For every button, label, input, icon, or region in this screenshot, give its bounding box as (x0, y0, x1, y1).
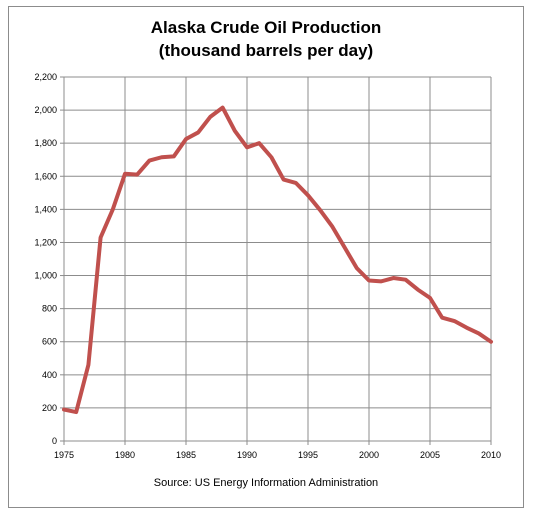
series-line (62, 105, 493, 415)
y-tick-label: 1,600 (34, 171, 57, 181)
chart-subtitle: (thousand barrels per day) (158, 41, 374, 60)
chart-title: Alaska Crude Oil Production (150, 18, 382, 37)
y-tick-label: 2,000 (34, 105, 57, 115)
y-tick-label: 1,000 (34, 271, 57, 281)
axes (60, 76, 492, 445)
x-tick-label: 1975 (54, 450, 74, 460)
x-tick-label: 1980 (115, 450, 135, 460)
y-tick-label: 400 (42, 370, 57, 380)
y-tick-label: 1,400 (34, 204, 57, 214)
x-tick-label: 1995 (298, 450, 318, 460)
y-tick-label: 800 (42, 304, 57, 314)
chart-frame: Alaska Crude Oil Production (thousand ba… (8, 6, 524, 508)
y-tick-label: 1,800 (34, 138, 57, 148)
x-tick-label: 1985 (176, 450, 196, 460)
x-tick-label: 2000 (359, 450, 379, 460)
gridlines (64, 76, 492, 441)
x-tick-label: 2010 (481, 450, 501, 460)
x-tick-label: 1990 (237, 450, 257, 460)
y-tick-label: 600 (42, 337, 57, 347)
y-tick-label: 2,200 (34, 72, 57, 82)
x-tick-label: 2005 (420, 450, 440, 460)
tick-labels: 0 200 400 600 800 1,000 1,200 1,400 1,600 1,800 2,… (34, 72, 501, 460)
line-chart: 0 200 400 600 800 1,000 1,200 1,400 1,600 1,800 2,… (34, 72, 501, 460)
y-tick-label: 200 (42, 403, 57, 413)
chart-source: Source: US Energy Information Administra… (153, 477, 379, 489)
series-layer (62, 105, 493, 415)
y-tick-label: 0 (52, 436, 57, 446)
y-tick-label: 1,200 (34, 237, 57, 247)
